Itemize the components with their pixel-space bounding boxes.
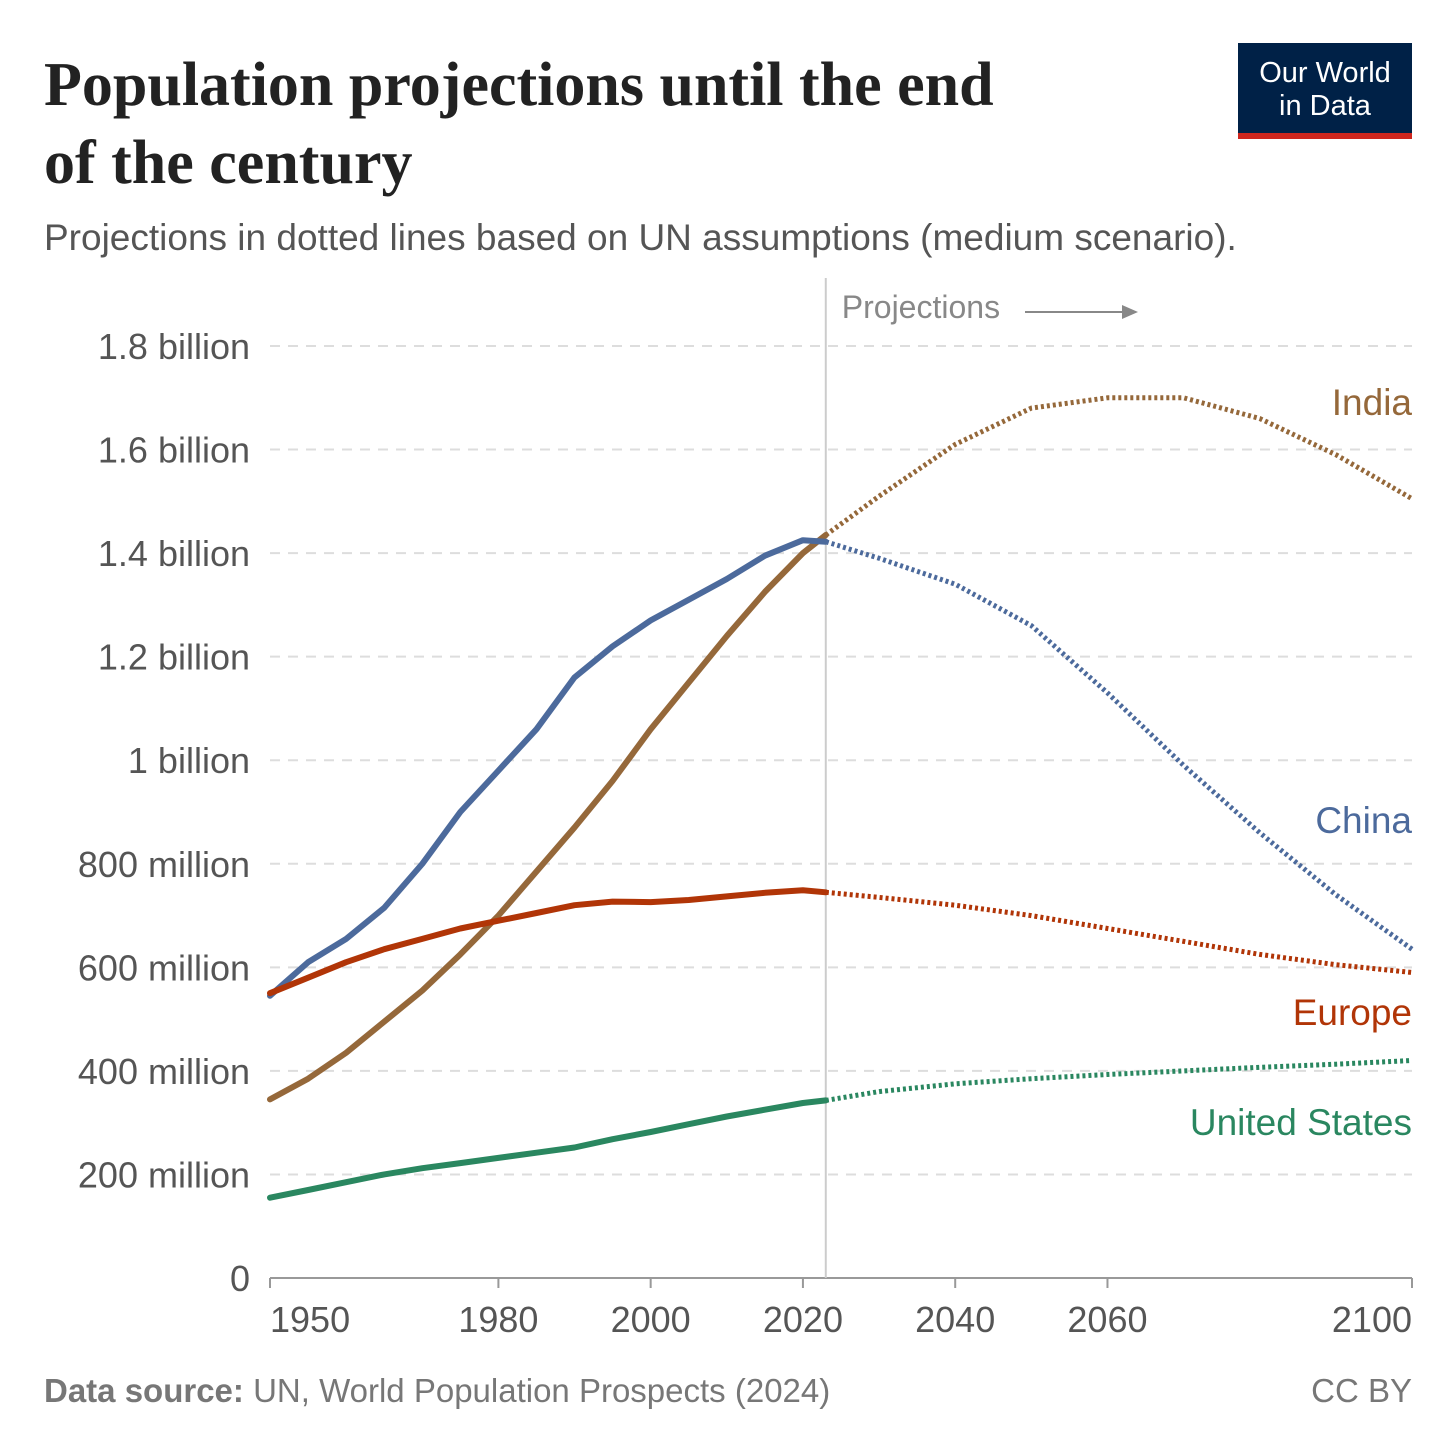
y-tick-label: 1.6 billion bbox=[98, 430, 250, 471]
annotation-arrowhead bbox=[1122, 305, 1138, 319]
x-tick-label: 1980 bbox=[458, 1299, 538, 1340]
y-tick-label: 600 million bbox=[78, 947, 250, 988]
chart-title: Population projections until the end bbox=[44, 51, 994, 119]
y-tick-label: 0 bbox=[230, 1258, 250, 1299]
projection-series-line bbox=[825, 889, 1413, 975]
y-tick-label: 1 billion bbox=[128, 740, 250, 781]
y-tick-label: 1.2 billion bbox=[98, 637, 250, 678]
y-tick-label: 800 million bbox=[78, 844, 250, 885]
series-label: United States bbox=[1190, 1102, 1412, 1143]
source-text: UN, World Population Prospects (2024) bbox=[253, 1372, 830, 1409]
projection-series-line bbox=[825, 539, 1414, 952]
license: CC BY bbox=[1311, 1372, 1412, 1409]
annotation: Projections bbox=[842, 289, 1000, 325]
series-label: India bbox=[1332, 382, 1413, 423]
x-tick-label: 2040 bbox=[915, 1299, 995, 1340]
y-tick-label: 200 million bbox=[78, 1154, 250, 1195]
y-tick-label: 1.4 billion bbox=[98, 533, 250, 574]
logo-text: Our World bbox=[1259, 57, 1391, 89]
series-label: Europe bbox=[1293, 992, 1412, 1033]
series-line bbox=[267, 887, 829, 997]
x-tick-label: 2100 bbox=[1332, 1299, 1412, 1340]
y-tick-label: 400 million bbox=[78, 1051, 250, 1092]
projection-series-line bbox=[824, 395, 1414, 538]
chart-title: of the century bbox=[44, 129, 412, 197]
source: Data source: UN, World Population Prospe… bbox=[44, 1372, 830, 1409]
projection-series-line bbox=[825, 1058, 1413, 1103]
logo-box bbox=[1238, 43, 1412, 133]
x-tick-label: 2000 bbox=[611, 1299, 691, 1340]
y-tick-label: 1.8 billion bbox=[98, 326, 250, 367]
series-label: China bbox=[1315, 800, 1412, 841]
logo-text: in Data bbox=[1279, 90, 1372, 122]
series-line bbox=[267, 1097, 829, 1201]
chart-subtitle: Projections in dotted lines based on UN … bbox=[44, 217, 1237, 258]
series-line bbox=[267, 537, 829, 999]
logo-bar bbox=[1238, 133, 1412, 139]
source-label: Data source: bbox=[44, 1372, 244, 1409]
x-tick-label: 2020 bbox=[763, 1299, 843, 1340]
series-line bbox=[267, 532, 829, 1103]
x-tick-label: 2060 bbox=[1067, 1299, 1147, 1340]
x-tick-label: 1950 bbox=[270, 1299, 350, 1340]
